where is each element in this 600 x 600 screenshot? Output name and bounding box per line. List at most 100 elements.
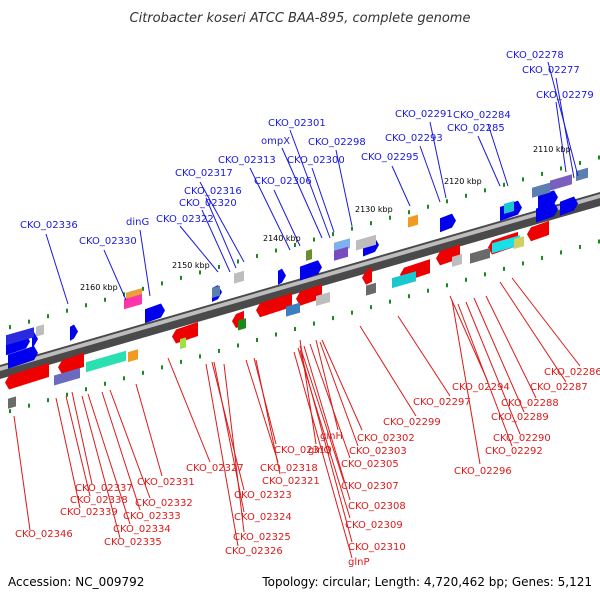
leader-line xyxy=(555,101,567,173)
gene-label[interactable]: CKO_02300 xyxy=(287,155,345,166)
leader-line xyxy=(293,351,353,559)
gene-label[interactable]: CKO_02296 xyxy=(454,466,512,477)
gene-label[interactable]: CKO_02316 xyxy=(184,186,242,197)
gene-label[interactable]: ompX xyxy=(261,136,290,147)
annotation-block xyxy=(316,291,330,306)
gene-label[interactable]: CKO_02293 xyxy=(385,133,443,144)
gene-label[interactable]: CKO_02326 xyxy=(225,546,283,557)
gene-label[interactable]: CKO_02278 xyxy=(506,50,564,61)
gene-label[interactable]: CKO_02318 xyxy=(260,463,318,474)
annotation-block xyxy=(532,182,550,198)
gene-label[interactable]: glnH xyxy=(320,431,343,442)
leader-line xyxy=(109,389,151,499)
leader-line xyxy=(273,189,301,247)
annotation-block xyxy=(550,174,572,191)
gene-label[interactable]: CKO_02291 xyxy=(395,109,453,120)
gene-label[interactable]: CKO_02330 xyxy=(79,236,137,247)
annotation-block xyxy=(392,271,416,289)
leader-line xyxy=(299,339,317,445)
gene-label[interactable]: CKO_02294 xyxy=(452,382,510,393)
ruler-2140: 2140 kbp xyxy=(263,234,301,243)
gene-label[interactable]: CKO_02292 xyxy=(485,446,543,457)
genome-backbone xyxy=(0,192,600,379)
annotation-block xyxy=(576,167,588,182)
leader-line xyxy=(303,345,351,501)
leader-line xyxy=(555,77,575,179)
gene-label[interactable]: CKO_02332 xyxy=(135,498,193,509)
leader-line xyxy=(281,147,323,239)
gene-label[interactable]: CKO_02299 xyxy=(383,417,441,428)
leader-line xyxy=(179,225,219,273)
annotation-block xyxy=(470,247,490,264)
top-gene-labels: CKO_02278 CKO_02277 CKO_02279 CKO_02284 … xyxy=(20,50,594,247)
gene-label[interactable]: CKO_02339 xyxy=(60,507,118,518)
gene-label[interactable]: CKO_02297 xyxy=(413,397,471,408)
annotation-block xyxy=(180,337,186,350)
gene-label[interactable]: CKO_02331 xyxy=(137,477,195,488)
gene-label[interactable]: CKO_02325 xyxy=(233,532,291,543)
gene-label[interactable]: CKO_02285 xyxy=(447,123,505,134)
gene-label[interactable]: CKO_02302 xyxy=(357,433,415,444)
gene-label[interactable]: CKO_02287 xyxy=(530,382,588,393)
gene-label[interactable]: CKO_02298 xyxy=(308,137,366,148)
forward-gene xyxy=(440,213,456,233)
leader-line xyxy=(135,383,163,477)
gene-label[interactable]: CKO_02324 xyxy=(234,512,292,523)
leader-line xyxy=(335,149,353,227)
gene-label[interactable]: glnP xyxy=(348,557,370,568)
gene-label[interactable]: CKO_02306 xyxy=(254,176,312,187)
leader-line xyxy=(397,315,451,397)
gene-label[interactable]: CKO_02279 xyxy=(536,90,594,101)
reverse-gene xyxy=(5,362,49,390)
leader-line xyxy=(199,181,245,263)
gene-label[interactable]: CKO_02310 xyxy=(348,542,406,553)
gene-label[interactable]: CKO_02295 xyxy=(361,152,419,163)
gene-label[interactable]: CKO_02338 xyxy=(70,495,128,506)
gene-label[interactable]: CKO_02337 xyxy=(75,483,133,494)
leader-line xyxy=(309,343,351,459)
leader-line xyxy=(255,359,281,475)
gene-label[interactable]: CKO_02277 xyxy=(522,65,580,76)
gene-label[interactable]: CKO_02335 xyxy=(104,537,162,548)
ruler-2150: 2150 kbp xyxy=(172,261,210,270)
gene-label[interactable]: glnQ xyxy=(308,445,331,456)
gene-label[interactable]: CKO_02323 xyxy=(234,490,292,501)
gene-label[interactable]: CKO_02322 xyxy=(156,214,214,225)
annotation-block xyxy=(356,234,376,251)
forward-gene xyxy=(536,202,558,223)
gene-label[interactable]: CKO_02305 xyxy=(341,459,399,470)
gene-label[interactable]: CKO_02321 xyxy=(262,476,320,487)
ruler-2120: 2120 kbp xyxy=(444,177,482,186)
leader-line xyxy=(205,197,237,269)
gene-label[interactable]: CKO_02334 xyxy=(113,524,171,535)
gene-label[interactable]: CKO_02346 xyxy=(15,529,73,540)
gene-label[interactable]: CKO_02288 xyxy=(501,398,559,409)
gene-label[interactable]: CKO_02290 xyxy=(493,433,551,444)
annotation-block xyxy=(366,282,376,296)
gene-label[interactable]: CKO_02309 xyxy=(345,520,403,531)
leader-line xyxy=(289,129,331,239)
leader-line xyxy=(311,167,335,233)
gene-label[interactable]: CKO_02303 xyxy=(349,446,407,457)
annotation-block xyxy=(286,302,300,317)
gene-label[interactable]: CKO_02327 xyxy=(186,463,244,474)
gene-label[interactable]: CKO_02317 xyxy=(175,168,233,179)
gene-label[interactable]: CKO_02333 xyxy=(123,511,181,522)
gene-label[interactable]: CKO_02289 xyxy=(491,412,549,423)
leader-line xyxy=(55,397,81,509)
gene-label[interactable]: CKO_02308 xyxy=(348,501,406,512)
gene-label[interactable]: CKO_02307 xyxy=(341,481,399,492)
gene-label[interactable]: CKO_02284 xyxy=(453,110,511,121)
gene-label[interactable]: CKO_02301 xyxy=(268,118,326,129)
gene-label[interactable]: CKO_02286 xyxy=(544,367,600,378)
leader-line xyxy=(249,167,291,251)
map-title: Citrobacter koseri ATCC BAA-895, complet… xyxy=(130,11,471,26)
gene-label[interactable]: CKO_02313 xyxy=(218,155,276,166)
gene-label[interactable]: CKO_02336 xyxy=(20,220,78,231)
annotation-block xyxy=(124,294,142,310)
gene-label[interactable]: CKO_02320 xyxy=(179,198,237,209)
gene-label[interactable]: dinG xyxy=(126,217,149,228)
gene-label[interactable]: CKO_02319 xyxy=(274,445,332,456)
annotation-block xyxy=(504,200,514,214)
forward-gene xyxy=(560,196,578,216)
